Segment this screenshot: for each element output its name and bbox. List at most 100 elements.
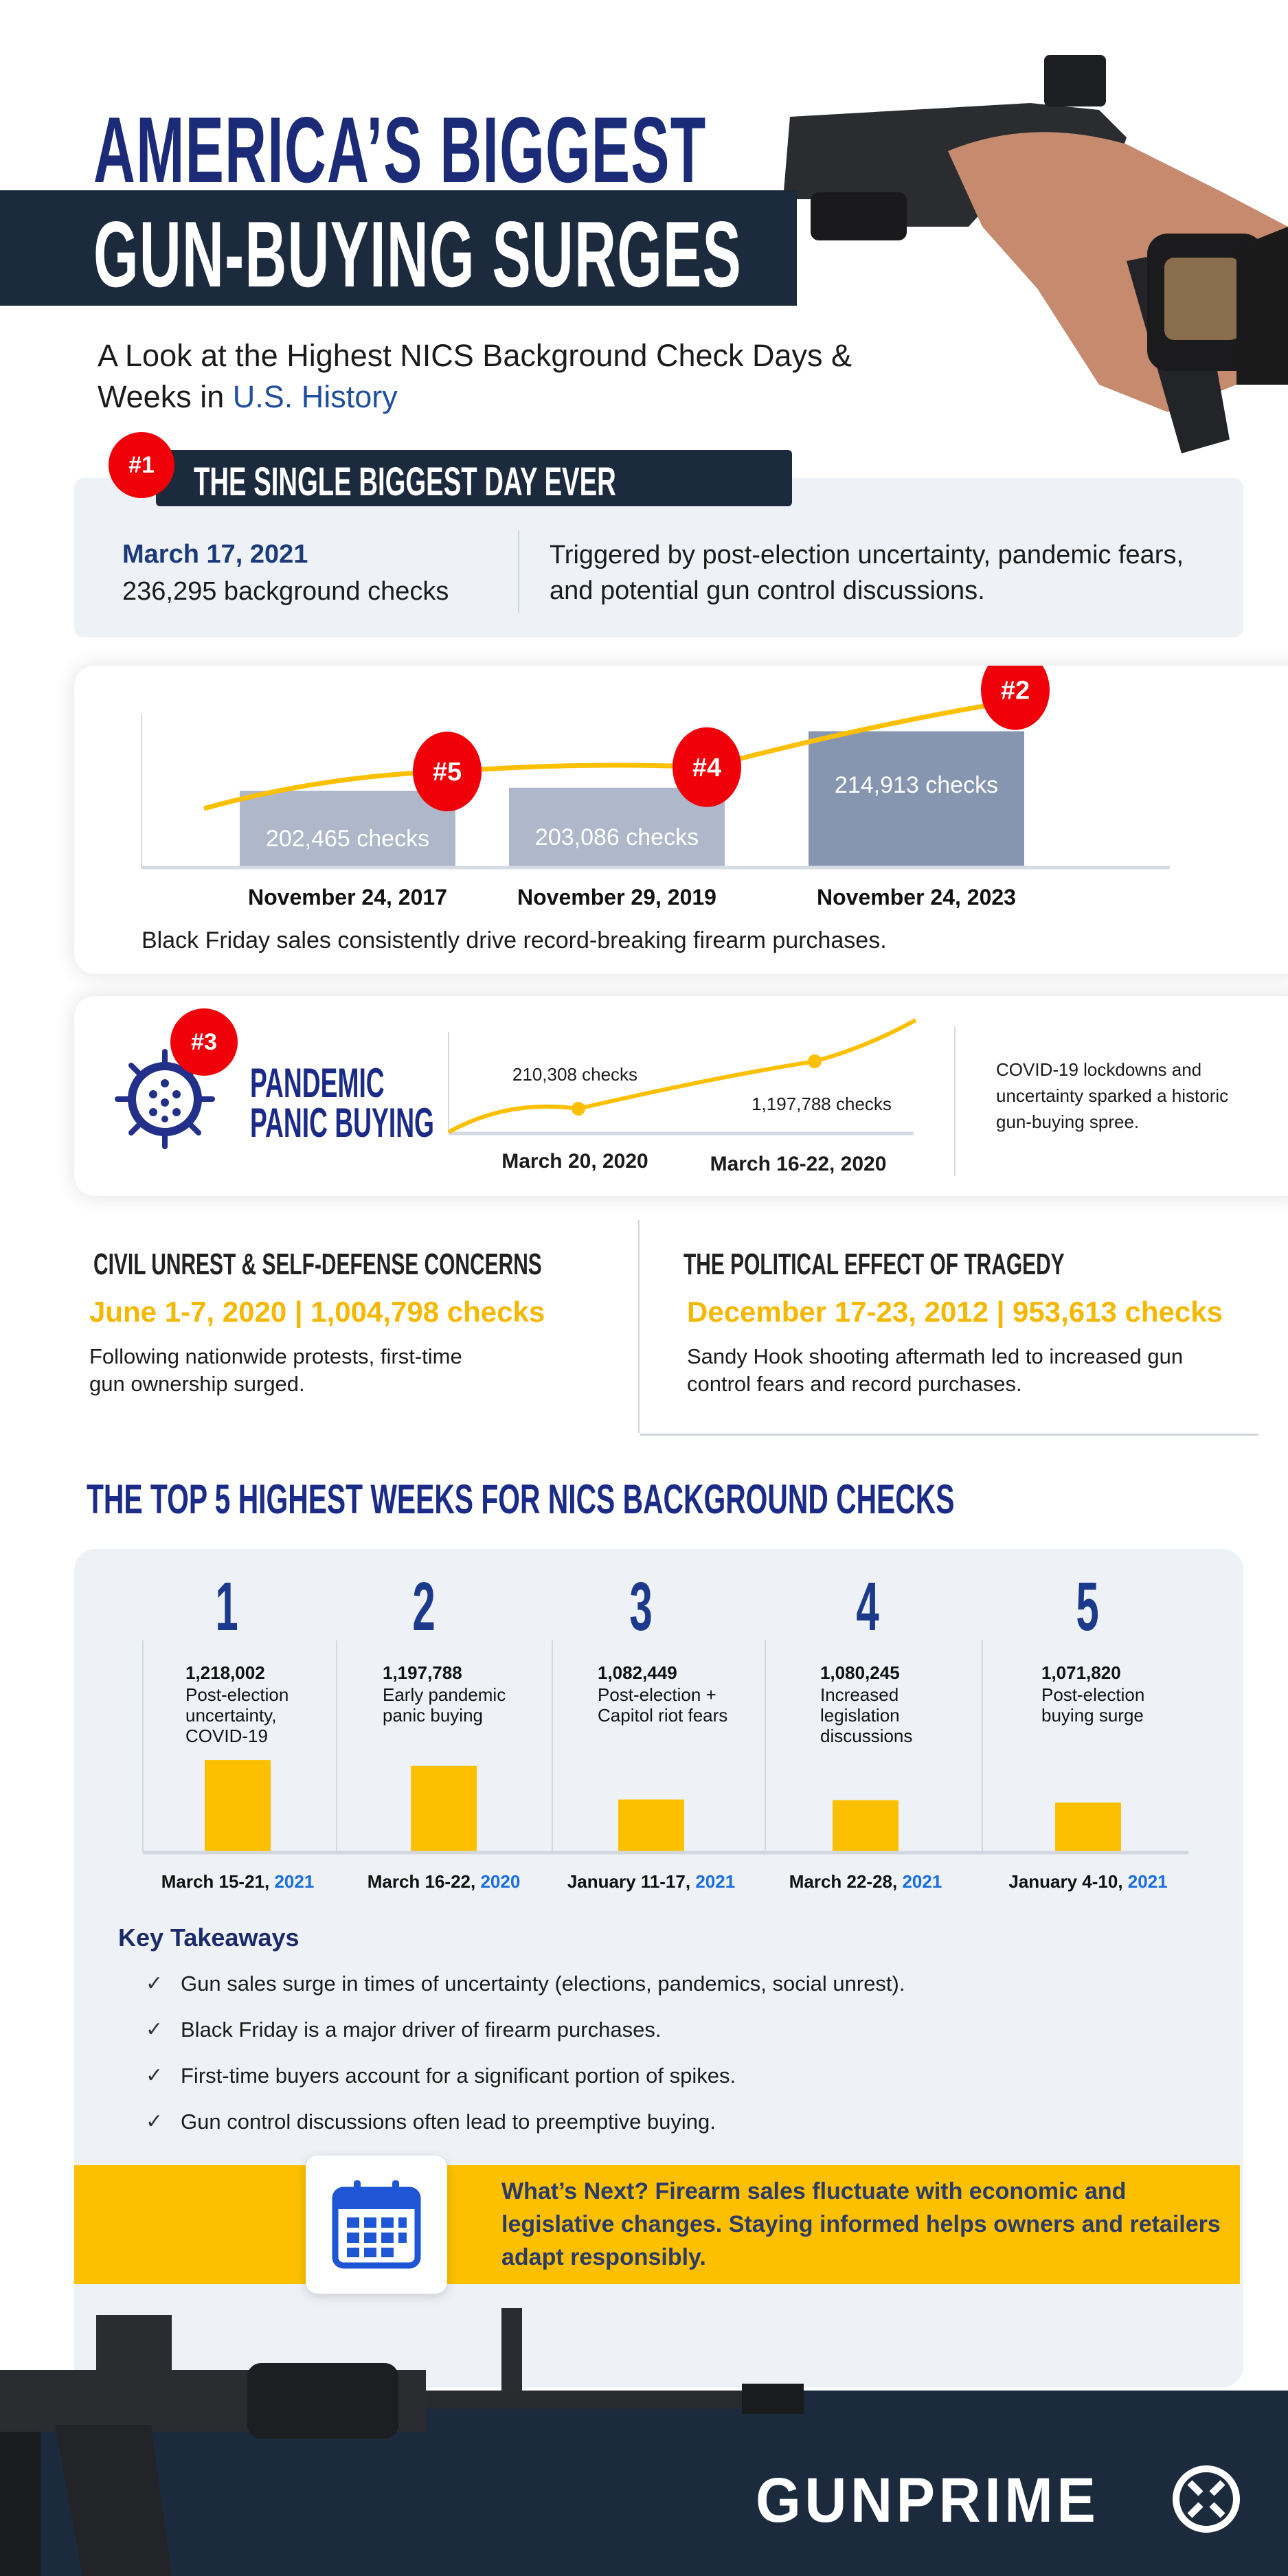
takeaway-item: Black Friday is a major driver of firear… <box>181 2018 662 2042</box>
black-friday-bar <box>240 791 455 868</box>
top5-value: 1,218,002 <box>185 1662 265 1683</box>
pandemic-description: COVID-19 lockdowns and uncertainty spark… <box>996 1059 1229 1132</box>
pandemic-card <box>74 996 1288 1196</box>
takeaway-item: Gun sales surge in times of uncertainty … <box>181 1971 905 1996</box>
top5-bar <box>618 1799 684 1853</box>
rank-badge <box>981 666 1050 730</box>
top5-column <box>552 1573 553 1574</box>
top5-value: 1,071,820 <box>1041 1662 1121 1683</box>
top5-date-label: January 11-17, 2021 <box>541 1871 761 1893</box>
pandemic-point-2 <box>808 1054 822 1068</box>
top5-description: Post-election + Capitol riot fears <box>598 1684 728 1726</box>
top5-rank-number: 5 <box>1076 1568 1099 1645</box>
black-friday-caption: Black Friday sales consistently drive re… <box>142 927 887 953</box>
check-icon: ✓ <box>146 2110 163 2133</box>
top5-value: 1,197,788 <box>383 1662 462 1683</box>
tragedy-stat: December 17-23, 2012 | 953,613 checks <box>687 1296 1223 1328</box>
top5-year: 2020 <box>480 1871 521 1892</box>
top5-date-label: January 4-10, 2021 <box>978 1871 1198 1893</box>
pandemic-chart <box>447 1018 956 1176</box>
bar-data-label: 214,913 checks <box>835 772 998 798</box>
pandemic-title-line-1: PANDEMIC <box>250 1060 385 1106</box>
pandemic-label-1: 210,308 checks <box>512 1064 638 1085</box>
whats-next-text: What’s Next? Firearm sales fluctuate wit… <box>501 2178 1221 2270</box>
takeaway-item: First-time buyers account for a signific… <box>181 2064 736 2088</box>
black-friday-date-label: November 24, 2023 <box>817 885 1016 909</box>
top5-bar <box>411 1765 477 1853</box>
biggest-day-date: March 17, 2021 <box>122 540 308 569</box>
top5-rank-number: 4 <box>856 1568 879 1645</box>
rifle-image <box>0 2308 804 2576</box>
pandemic-title-line-2: PANIC BUYING <box>250 1100 434 1146</box>
subtitle-text: A Look at the Highest NICS Background Ch… <box>98 338 852 414</box>
whats-next-banner <box>74 2165 1240 2284</box>
top5-heading: THE TOP 5 HIGHEST WEEKS FOR NICS BACKGRO… <box>87 1476 955 1522</box>
pandemic-point-1 <box>572 1102 585 1116</box>
crosshair-logo-icon <box>1173 2465 1240 2533</box>
biggest-day-description: Triggered by post-election uncertainty, … <box>550 541 1184 605</box>
top5-date: January 11-17, <box>567 1871 696 1892</box>
rank-badge-3: #3 <box>170 1008 238 1076</box>
calendar-card <box>306 2156 447 2294</box>
calendar-icon <box>332 2180 421 2269</box>
top5-description: Early pandemic panic buying <box>383 1684 506 1726</box>
title-line-2: GUN-BUYING SURGES <box>93 202 742 306</box>
top5-date: March 16-22, <box>367 1871 481 1892</box>
biggest-day-pill <box>156 450 792 506</box>
top5-year: 2021 <box>274 1871 315 1892</box>
rank-badge-label: #2 <box>1001 677 1030 705</box>
top5-date: March 15-21, <box>161 1871 275 1892</box>
check-icon: ✓ <box>146 1972 163 1995</box>
virus-icon <box>115 1049 215 1149</box>
rank-badge <box>673 727 741 807</box>
top5-description: Post-election uncertainty, COVID-19 <box>185 1684 289 1746</box>
black-friday-bar <box>509 787 725 868</box>
top5-date: March 22-28, <box>789 1871 903 1892</box>
top5-date: January 4-10, <box>1008 1871 1128 1892</box>
pandemic-trend-line <box>447 1018 917 1134</box>
top5-value: 1,080,245 <box>820 1662 900 1683</box>
takeaways-heading: Key Takeaways <box>118 1923 300 1952</box>
takeaway-item: Gun control discussions often lead to pr… <box>181 2110 716 2134</box>
top5-bar <box>833 1800 899 1853</box>
top5-year: 2021 <box>695 1871 736 1892</box>
subtitle: A Look at the Highest NICS Background Ch… <box>98 335 888 418</box>
bar-data-label: 203,086 checks <box>535 824 699 850</box>
black-friday-trend-line <box>203 703 990 811</box>
column-divider <box>638 1220 640 1433</box>
title-line-1: AMERICA’S BIGGEST <box>93 98 707 202</box>
black-friday-date-label: November 24, 2017 <box>248 885 447 909</box>
black-friday-date-label: November 29, 2019 <box>517 885 716 909</box>
civil-stat: June 1-7, 2020 | 1,004,798 checks <box>89 1296 545 1328</box>
black-friday-chart: 202,465 checks 203,086 checks 214,913 chec… <box>141 666 1170 909</box>
gunprime-logo: GUNPRIME <box>756 2465 1100 2535</box>
pandemic-date-1: March 20, 2020 <box>501 1150 648 1173</box>
rank-badge <box>413 732 482 812</box>
biggest-day-checks: 236,295 background checks <box>122 577 449 606</box>
rank-badge-label: #5 <box>433 758 462 787</box>
civil-description: Following nationwide protests, first-tim… <box>89 1344 462 1396</box>
top5-bar <box>1055 1803 1121 1853</box>
check-icon: ✓ <box>146 2064 163 2087</box>
section-divider <box>640 1434 1258 1436</box>
top5-year: 2021 <box>902 1871 942 1892</box>
pandemic-title: PANDEMIC PANIC BUYING <box>250 1060 434 1146</box>
top5-rank-number: 3 <box>629 1568 653 1645</box>
top5-date-label: March 16-22, 2020 <box>334 1871 554 1893</box>
top5-description: Post-election buying surge <box>1041 1684 1145 1726</box>
top5-rank-number: 1 <box>215 1568 238 1645</box>
civil-heading: CIVIL UNREST & SELF-DEFENSE CONCERNS <box>93 1247 542 1281</box>
tragedy-description: Sandy Hook shooting aftermath led to inc… <box>687 1344 1184 1396</box>
subtitle-highlight: U.S. History <box>232 379 398 414</box>
pistol-hand-image <box>783 55 1288 453</box>
pandemic-label-2: 1,197,788 checks <box>752 1094 892 1114</box>
top5-value: 1,082,449 <box>598 1662 677 1683</box>
black-friday-bar <box>809 731 1024 868</box>
check-icon: ✓ <box>146 2018 163 2041</box>
top5-column <box>765 1573 766 1574</box>
pandemic-date-2: March 16-22, 2020 <box>710 1153 887 1175</box>
divider <box>518 530 519 613</box>
title-band <box>0 190 797 306</box>
biggest-day-heading: THE SINGLE BIGGEST DAY EVER <box>194 460 616 504</box>
bar-data-label: 202,465 checks <box>266 826 429 852</box>
